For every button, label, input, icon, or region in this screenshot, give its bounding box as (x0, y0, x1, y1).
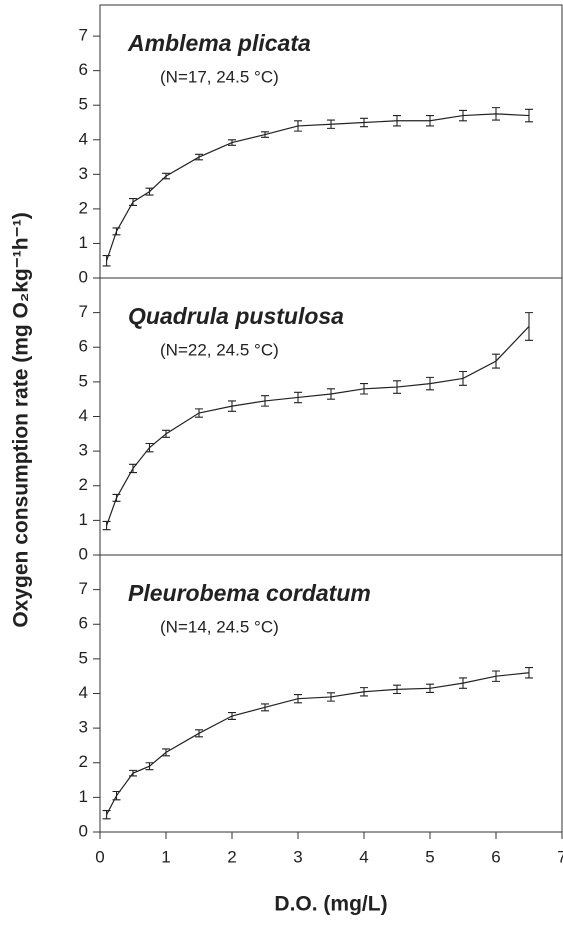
error-bar (360, 687, 368, 697)
y-tick-label: 6 (79, 337, 88, 356)
x-tick-label: 7 (557, 847, 563, 866)
error-bar (294, 693, 302, 704)
error-bar (129, 463, 137, 474)
error-bar (393, 684, 401, 695)
error-bar (102, 520, 111, 531)
error-bar (393, 380, 401, 394)
y-tick-label: 2 (79, 752, 88, 771)
panel-subtitle: (N=22, 24.5 °C) (160, 340, 279, 359)
y-tick-label: 3 (79, 441, 88, 460)
data-line (106, 326, 530, 526)
x-tick-label: 0 (95, 847, 104, 866)
x-tick-label: 1 (161, 847, 170, 866)
y-tick-label: 0 (79, 821, 88, 840)
error-bar (492, 670, 500, 682)
error-bar (525, 666, 533, 679)
panel-title: Amblema plicata (127, 30, 311, 56)
error-bar (294, 391, 302, 404)
panel-subtitle: (N=14, 24.5 °C) (160, 617, 279, 636)
error-bar (195, 729, 203, 738)
error-bar (112, 790, 121, 801)
error-bar (162, 748, 170, 757)
y-tick-label: 0 (79, 544, 88, 563)
error-bar (129, 769, 137, 777)
y-tick-label: 7 (79, 579, 88, 598)
error-bar (112, 493, 121, 502)
error-bar (228, 400, 236, 412)
error-bar (162, 172, 170, 180)
error-bar (195, 408, 203, 418)
y-axis-label: Oxygen consumption rate (mg O₂kg⁻¹h⁻¹) (10, 212, 33, 627)
y-tick-label: 0 (79, 267, 88, 286)
error-bar (459, 109, 467, 122)
error-bar (393, 115, 401, 127)
error-bar (492, 353, 500, 369)
error-bar (228, 711, 236, 721)
error-bar (145, 187, 154, 196)
error-bar (327, 119, 335, 129)
error-bar (129, 197, 137, 206)
error-bar (525, 312, 533, 341)
y-tick-label: 2 (79, 198, 88, 217)
error-bar (360, 117, 368, 128)
error-bar (102, 254, 111, 267)
y-tick-label: 1 (79, 510, 88, 529)
error-bar (426, 376, 434, 391)
y-tick-label: 2 (79, 475, 88, 494)
error-bar (261, 703, 269, 712)
error-bar (492, 107, 500, 121)
error-bar (459, 370, 467, 386)
error-bar (145, 442, 154, 453)
panel-title: Pleurobema cordatum (128, 580, 371, 606)
x-tick-label: 5 (425, 847, 434, 866)
panel-subtitle: (N=17, 24.5 °C) (160, 67, 279, 86)
y-tick-label: 5 (79, 648, 88, 667)
error-bar (112, 227, 121, 236)
error-bar (426, 115, 434, 127)
panel-title: Quadrula pustulosa (128, 303, 344, 329)
error-bar (102, 809, 111, 820)
x-axis-label: D.O. (mg/L) (274, 893, 387, 916)
error-bar (459, 677, 467, 689)
y-tick-label: 5 (79, 371, 88, 390)
y-tick-label: 7 (79, 302, 88, 321)
error-bar (525, 108, 533, 123)
error-bar (327, 692, 335, 702)
x-tick-label: 6 (491, 847, 500, 866)
error-bar (360, 383, 368, 395)
y-tick-label: 1 (79, 787, 88, 806)
y-tick-label: 4 (79, 683, 88, 702)
y-tick-label: 6 (79, 614, 88, 633)
x-tick-label: 2 (227, 847, 236, 866)
data-line (106, 113, 530, 261)
y-tick-label: 4 (79, 129, 88, 148)
error-bar (228, 139, 236, 146)
error-bar (261, 131, 269, 138)
error-bar (426, 683, 434, 694)
error-bar (162, 429, 170, 438)
error-bar (294, 120, 302, 132)
error-bar (327, 388, 335, 400)
y-tick-label: 6 (79, 60, 88, 79)
y-tick-label: 3 (79, 718, 88, 737)
error-bar (145, 762, 154, 771)
error-bar (195, 153, 203, 161)
error-bar (261, 395, 269, 407)
data-line (106, 672, 530, 815)
y-tick-label: 5 (79, 95, 88, 114)
y-tick-label: 1 (79, 233, 88, 252)
x-tick-label: 3 (293, 847, 302, 866)
x-tick-label: 4 (359, 847, 368, 866)
y-tick-label: 3 (79, 164, 88, 183)
y-tick-label: 4 (79, 406, 88, 425)
y-tick-label: 7 (79, 26, 88, 45)
